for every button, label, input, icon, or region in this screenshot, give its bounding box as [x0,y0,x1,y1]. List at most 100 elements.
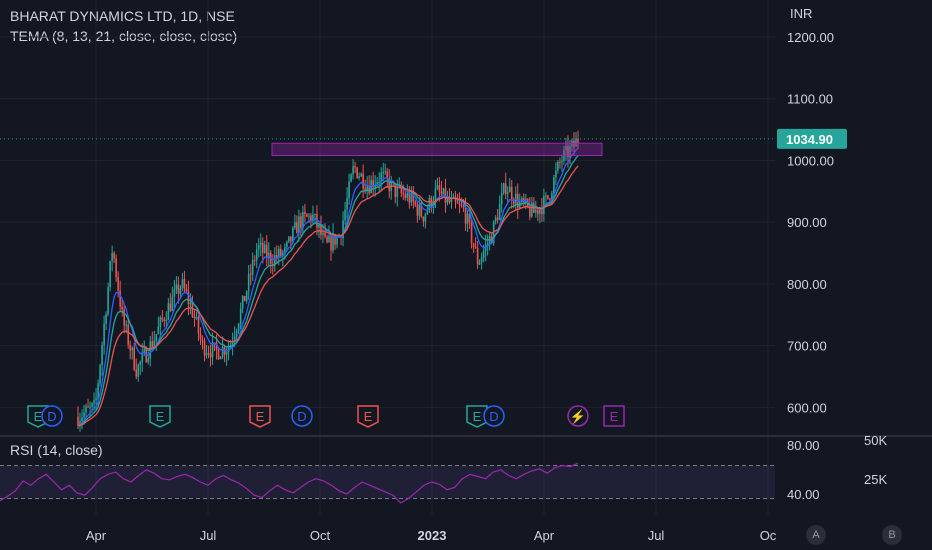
candle-body [464,207,467,224]
candle-body [103,323,105,345]
candle-body [243,295,246,302]
candle-body [466,213,469,224]
candle-body [215,342,218,350]
candle-body [167,303,170,320]
last-price-label: 1034.90 [786,132,833,147]
auto-scale-button[interactable]: A [806,525,826,545]
candle-body [426,209,429,214]
event-marker-label: D [47,409,56,424]
volume-tick-label: 25K [864,472,887,487]
volume-tick-label: 50K [864,433,887,448]
candle-body [462,205,465,208]
candle-body [233,336,236,342]
symbol-title[interactable]: BHARAT DYNAMICS LTD, 1D, NSE [10,8,235,24]
candle-body [494,217,497,222]
candle-body [474,246,477,248]
candle-body [450,198,453,203]
time-axis-label: Oc [760,528,777,543]
price-tick-label: 1000.00 [787,153,834,168]
candle-body [384,171,387,173]
candle-body [352,166,354,175]
candle-body [370,180,372,194]
candle-body [442,188,445,195]
time-axis-label: Jul [648,528,665,543]
candle-body [314,214,316,216]
candle-body [306,214,308,217]
candle-body [105,314,107,324]
candle-body [199,333,202,340]
candle-body [231,341,234,345]
candle-body [107,287,109,315]
candle-body [127,324,130,345]
candle-body [177,284,180,295]
candle-body [145,349,148,363]
candle-body [310,215,312,222]
candle-body [292,227,294,242]
candle-body [259,242,262,246]
candle-body [87,406,89,408]
candle-body [565,145,567,151]
event-marker-label: ⚡ [570,409,586,425]
candle-body [362,173,364,189]
candle-body [139,362,142,365]
candle-body [482,250,485,258]
candle-body [263,244,266,253]
candle-body [280,248,282,257]
candle-body [504,183,507,194]
tema-indicator-label[interactable]: TEMA (8, 13, 21, close, close, close) [10,28,238,44]
candle-body [338,235,340,237]
currency-label: INR [790,6,813,21]
candle-body [137,364,140,377]
candle-body [531,202,533,217]
candle-body [241,295,244,309]
candle-body [334,233,336,245]
candle-body [382,171,385,173]
candle-body [408,192,411,203]
candle-body [115,258,117,278]
candle-body [557,161,559,171]
candle-body [225,351,228,355]
candle-body [344,209,346,221]
price-tick-label: 1200.00 [787,30,834,45]
candle-body [133,347,136,370]
candle-body [155,334,158,341]
candle-body [265,244,268,259]
candle-body [512,200,515,204]
candle-body [153,340,156,348]
event-marker-label: E [256,409,265,424]
candle-body [129,344,132,351]
candle-body [101,344,103,366]
candle-body [123,309,125,326]
candle-body [191,302,194,317]
candle-body [434,188,437,203]
candle-body [261,242,264,253]
candle-body [219,356,222,360]
candle-body [424,213,427,222]
candle-body [324,232,326,237]
price-axis: 1200.00 1100.00 1000.00 900.00 800.00 700.00 6… [787,30,834,415]
candle-body [189,302,192,305]
event-marker-earnings: E [357,405,379,428]
log-scale-button[interactable]: B [882,525,902,545]
resistance-zone-box [271,142,603,157]
candle-body [193,316,196,319]
candle-body [404,194,407,198]
candle-body [267,252,270,259]
event-marker-dividend: D [291,405,313,427]
candle-body [89,406,91,408]
candle-body [326,236,328,243]
candle-body [255,249,258,261]
candle-body [396,186,399,197]
candle-body [506,192,509,194]
candle-body [249,273,252,275]
time-axis-label: Jul [200,528,217,543]
candle-body [472,243,475,247]
rsi-tick-label: 80.00 [787,438,820,453]
candle-body [543,196,545,215]
candle-body [476,247,479,265]
candle-body [484,244,487,251]
candle-body [173,289,176,297]
event-marker-label: D [489,409,498,424]
candle-body [328,236,330,243]
